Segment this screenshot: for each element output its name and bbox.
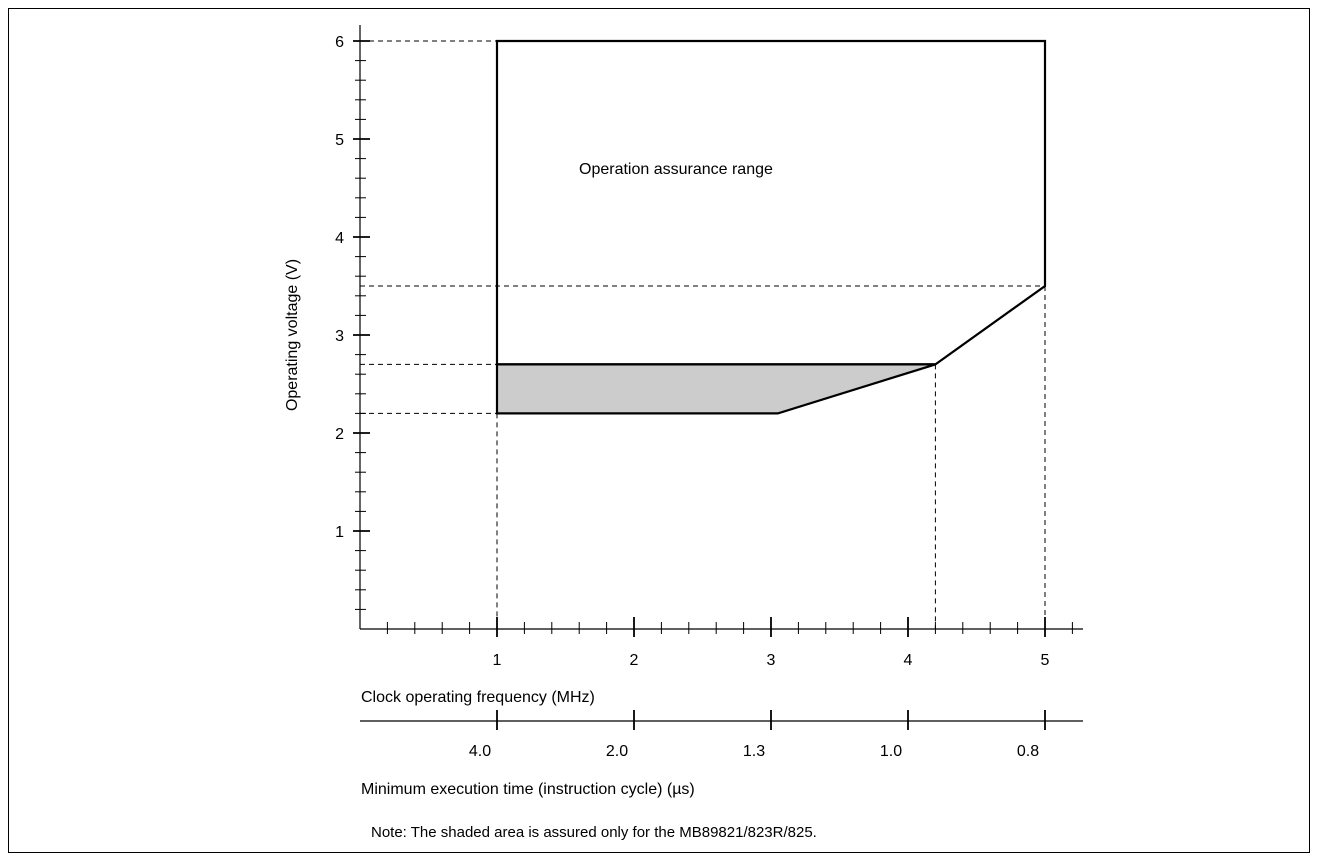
x2-tick-label: 2.0 [606,743,628,760]
shaded-region [495,363,936,415]
note-text: Note: The shaded area is assured only fo… [371,824,817,841]
y-tick-label: 6 [335,34,344,51]
x2-tick-label: 4.0 [469,743,491,760]
assurance-range-label: Operation assurance range [579,161,773,178]
x2-tick-label: 1.0 [880,743,902,760]
y-tick-label: 5 [335,132,344,149]
x-tick-label: 2 [630,652,639,669]
x-tick-label: 5 [1041,652,1050,669]
y-axis-title: Operating voltage (V) [284,259,301,411]
chart-frame [8,8,1310,853]
x-tick-label: 1 [493,652,502,669]
y-tick-label: 4 [335,230,344,247]
secondary-x-axis-title: Minimum execution time (instruction cycl… [361,781,695,798]
x-tick-label: 4 [904,652,913,669]
y-tick-label: 1 [335,524,344,541]
x2-tick-label: 0.8 [1017,743,1039,760]
y-tick-label: 3 [335,328,344,345]
x-axis-title: Clock operating frequency (MHz) [361,689,595,706]
x-tick-label: 3 [767,652,776,669]
x2-tick-label: 1.3 [743,743,765,760]
assurance-region-outline [495,39,1047,366]
y-tick-label: 2 [335,426,344,443]
